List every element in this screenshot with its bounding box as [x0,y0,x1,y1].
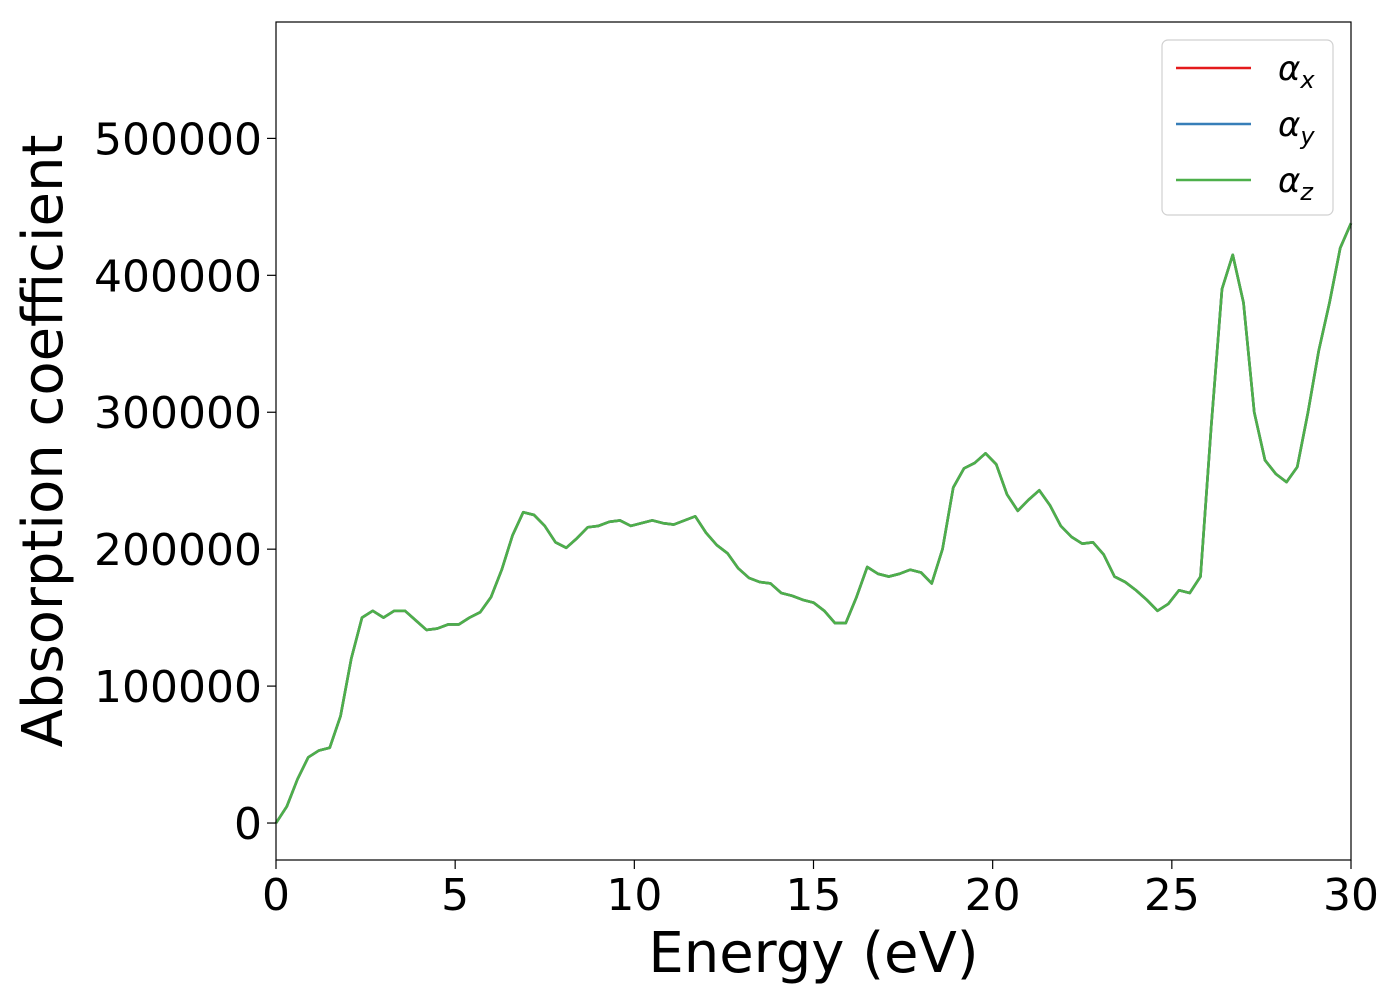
x-axis-ticks: 0 5 10 15 20 25 30 [262,860,1379,921]
x-tick-label: 25 [1144,870,1200,921]
x-tick-label: 30 [1323,870,1379,921]
legend-label: αz [1278,161,1314,206]
x-tick-label: 20 [965,870,1021,921]
y-axis-title: Absorption coefficient [11,135,76,748]
x-tick-label: 0 [262,870,290,921]
legend: αx αy αz [1161,39,1334,216]
series-line-y [274,222,1353,824]
x-tick-label: 5 [441,870,469,921]
x-tick-label: 15 [786,870,842,921]
series-line-z [274,222,1353,824]
y-tick-label: 100000 [94,662,262,713]
y-tick-label: 200000 [94,525,262,576]
legend-box [1161,39,1334,216]
x-axis-title: Energy (eV) [648,921,978,986]
y-axis-ticks: 0 100000 200000 300000 400000 500000 [94,114,276,850]
y-tick-label: 300000 [94,388,262,439]
series-line-x [274,222,1353,824]
legend-label: αx [1278,49,1315,94]
legend-label: αy [1278,105,1315,150]
y-tick-label: 0 [234,799,262,850]
x-tick-label: 10 [606,870,662,921]
y-tick-label: 400000 [94,251,262,302]
y-tick-label: 500000 [94,114,262,165]
plot-lines [274,222,1353,824]
